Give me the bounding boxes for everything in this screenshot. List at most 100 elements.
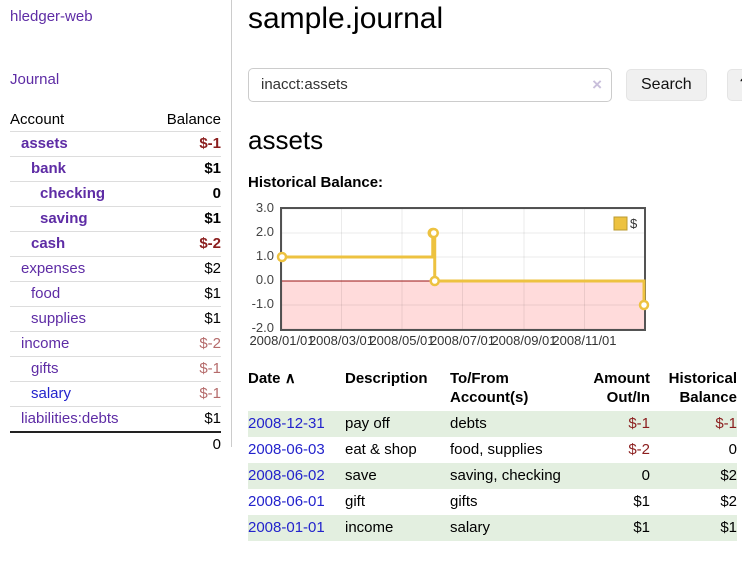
account-link[interactable]: bank [31,160,67,177]
sidebar-nav: Journal [10,71,221,88]
chart-y-tick-label: 2.0 [255,224,274,240]
account-balance: $1 [204,285,221,302]
account-row-expenses: expenses $2 [10,256,221,282]
chart-x-tick-label: 2008/11/01 [552,333,617,349]
register-description: save [345,467,377,485]
register-amount: $1 [633,493,650,511]
search-input[interactable] [248,67,612,102]
sidebar: hledger-web Journal Account Balance asse… [0,0,232,453]
register-header-amount: Amount Out/In [593,370,650,407]
brand-link[interactable]: hledger-web [10,8,93,25]
accounts-table: Account Balance assets $-1 bank $1 check… [10,108,221,457]
register-header-date-label: Date [248,370,281,388]
account-balance: $-2 [199,235,221,252]
account-link[interactable]: assets [21,135,68,152]
accounts-header-account: Account [10,111,65,128]
chart-x-tick-label: 2008/03/01 [308,333,375,349]
main-content: sample.journal × Search ? assets Histori… [232,0,742,542]
chart-x-tick-label: 2008/05/01 [369,333,435,349]
account-row-supplies: supplies $1 [10,306,221,332]
account-balance: $1 [204,310,221,327]
register-header-description: Description [345,370,428,388]
register-historical: $2 [720,493,737,511]
account-link[interactable]: liabilities:debts [21,410,119,427]
chart-canvas: $ [276,208,650,330]
account-balance: $1 [204,160,221,177]
chart-y-tick-label: -2.0 [251,320,274,336]
account-link[interactable]: supplies [31,310,87,327]
account-row-cash: cash $-2 [10,231,221,257]
search-button[interactable]: Search [626,68,707,101]
register-header-accounts: To/From Account(s) [450,370,529,407]
account-link[interactable]: saving [40,210,88,227]
account-balance: $1 [204,410,221,427]
register-date-link[interactable]: 2008-06-01 [248,493,325,511]
account-row-salary: salary $-1 [10,381,221,407]
register-amount: 0 [641,467,650,485]
account-balance: $2 [204,260,221,277]
register-accounts: debts [450,415,487,433]
accounts-total-row: 0 [10,432,221,457]
account-link[interactable]: salary [31,385,72,402]
register-header-row: Date ∧ Description To/From Account(s) Am… [248,367,737,411]
register-date-link[interactable]: 2008-06-02 [248,467,325,485]
account-row-saving: saving $1 [10,206,221,232]
register-historical: $-1 [715,415,737,433]
register-historical: 0 [728,441,737,459]
register-amount: $-2 [628,441,650,459]
account-row-assets: assets $-1 [10,131,221,157]
search-box: × [248,67,612,102]
chart-title: Historical Balance: [248,174,384,192]
register-amount: $1 [633,519,650,537]
account-row-food: food $1 [10,281,221,307]
register-description: income [345,519,394,537]
register-row: 2008-06-03 eat & shop food, supplies $-2… [248,437,737,463]
register-description: gift [345,493,366,511]
chart-x-tick-label: 2008/07/01 [429,333,496,349]
register-row: 2008-06-02 save saving, checking 0 $2 [248,463,737,490]
register-accounts: salary [450,519,491,537]
account-row-checking: checking 0 [10,181,221,207]
account-link[interactable]: checking [40,185,106,202]
accounts-header-balance: Balance [166,111,221,128]
chart-x-tick-label: 2008/09/01 [491,333,557,349]
account-link[interactable]: income [21,335,70,352]
register-date-link[interactable]: 2008-06-03 [248,441,325,459]
sort-ascending-icon: ∧ [284,370,296,388]
svg-text:$: $ [630,216,638,231]
account-link[interactable]: cash [31,235,66,252]
account-heading: assets [248,124,324,155]
chart-plot-area: $ [276,207,650,332]
register-description: eat & shop [345,441,417,459]
clear-search-icon[interactable]: × [592,74,602,94]
account-link[interactable]: gifts [31,360,59,377]
historical-balance-chart: 3.0 2.0 1.0 0.0 -1.0 -2.0 $ 2008/01/01 2008/03… [248,201,668,349]
account-balance: $-2 [199,335,221,352]
register-date-link[interactable]: 2008-12-31 [248,415,325,433]
help-button[interactable]: ? [726,68,742,101]
accounts-header-row: Account Balance [10,108,221,132]
chart-legend: $ [613,216,638,231]
account-link[interactable]: food [31,285,61,302]
accounts-total: 0 [212,436,221,453]
account-balance: $-1 [199,135,221,152]
account-row-bank: bank $1 [10,156,221,182]
register-accounts: gifts [450,493,478,511]
account-row-liabilities-debts: liabilities:debts $1 [10,406,221,433]
page-title: sample.journal [248,2,444,35]
account-row-income: income $-2 [10,331,221,357]
register-date-link[interactable]: 2008-01-01 [248,519,325,537]
app-layout: hledger-web Journal Account Balance asse… [0,0,742,542]
account-balance: $-1 [199,385,221,402]
account-balance: $-1 [199,360,221,377]
register-row: 2008-06-01 gift gifts $1 $2 [248,489,737,515]
register-historical: $2 [720,467,737,485]
register-description: pay off [345,415,390,433]
chart-y-tick-label: 3.0 [255,200,274,216]
register-header-historical: Historical Balance [668,370,737,407]
register-historical: $1 [720,519,737,537]
register-header-date[interactable]: Date ∧ [248,367,345,411]
account-link[interactable]: expenses [21,260,86,277]
sidebar-item-journal[interactable]: Journal [10,71,60,88]
register-row: 2008-12-31 pay off debts $-1 $-1 [248,411,737,438]
